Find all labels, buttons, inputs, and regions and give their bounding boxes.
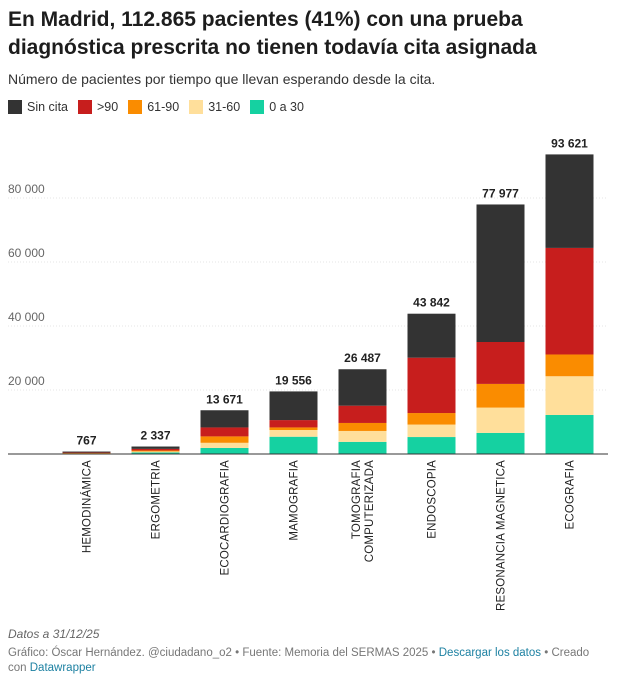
bar-segment xyxy=(269,430,318,437)
chart-title: En Madrid, 112.865 pacientes (41%) con u… xyxy=(8,8,537,59)
bar-segment xyxy=(407,313,456,358)
bar-segment xyxy=(269,420,318,428)
legend-item-61-90: 61-90 xyxy=(128,100,179,114)
bar-segment xyxy=(407,437,456,454)
bar-segment xyxy=(269,436,318,454)
x-category-label: ECOGRAFIA xyxy=(565,460,577,530)
bar-segment xyxy=(269,391,318,421)
footer-credits: Gráfico: Óscar Hernández. @ciudadano_o2 … xyxy=(8,646,598,676)
legend-item-0-30: 0 a 30 xyxy=(250,100,304,114)
legend-label-31-60: 31-60 xyxy=(208,100,241,114)
bar-segment xyxy=(338,430,387,442)
footer-created-with: • Creado con xyxy=(8,647,590,674)
bar-segment xyxy=(476,432,525,454)
bar-segment xyxy=(545,376,594,415)
legend-item-31-60: 31-60 xyxy=(189,100,240,114)
bar-segment xyxy=(545,414,594,454)
bar-segment xyxy=(200,427,249,437)
legend-swatch-mas-90 xyxy=(78,100,92,114)
bar-segment xyxy=(338,369,387,406)
legend-label-61-90: 61-90 xyxy=(147,100,180,114)
bar-total-label: 43 842 xyxy=(413,296,450,310)
bar-segment xyxy=(200,447,249,454)
datawrapper-link[interactable]: Datawrapper xyxy=(29,662,96,674)
bar-segment xyxy=(62,452,111,454)
bar-segment xyxy=(338,441,387,454)
legend: Sin cita >90 61-90 31-60 0 a 30 xyxy=(8,100,304,114)
bar-segment xyxy=(131,448,180,451)
bar-segment xyxy=(407,424,456,438)
bar-segment xyxy=(269,427,318,430)
legend-swatch-0-30 xyxy=(250,100,265,114)
stacked-bar-chart: 20 000 40 000 60 000 80 000 767 HEMODINÁMICA 2… xyxy=(8,136,608,611)
bar-segment xyxy=(545,354,594,377)
bar-total-label: 93 621 xyxy=(551,136,588,150)
bar-segment xyxy=(407,413,456,425)
bar-segment xyxy=(200,410,249,428)
legend-label-sin-cita: Sin cita xyxy=(27,100,68,114)
x-category-label: HEMODINÁMICA xyxy=(81,460,94,553)
legend-swatch-31-60 xyxy=(189,100,204,114)
x-category-label: ENDOSCOPIA xyxy=(427,460,439,539)
bar-segment xyxy=(476,204,525,342)
download-data-link[interactable]: Descargar los datos xyxy=(438,647,542,659)
x-category-label: TOMOGRAFIA xyxy=(351,460,363,539)
bar-segment xyxy=(62,451,111,453)
bar-segment xyxy=(338,422,387,431)
bar-segment xyxy=(338,405,387,423)
bar-total-label: 19 556 xyxy=(275,373,312,387)
y-tick-label: 40 000 xyxy=(8,310,45,324)
data-date-note: Datos a 31/12/25 xyxy=(8,627,100,641)
bar-total-label: 77 977 xyxy=(482,186,519,200)
bar-total-label: 2 337 xyxy=(140,429,170,443)
bar-total-label: 767 xyxy=(76,434,96,448)
legend-item-mas-90: >90 xyxy=(78,100,118,114)
bar-segment xyxy=(62,453,111,454)
x-category-label: MAMOGRAFIA xyxy=(289,460,301,541)
bar-segment xyxy=(476,342,525,384)
bar-segment xyxy=(131,451,180,453)
bar-segment xyxy=(131,446,180,449)
bar-segment xyxy=(545,154,594,248)
y-tick-label: 20 000 xyxy=(8,374,45,388)
x-category-label: COMPUTERIZADA xyxy=(364,460,376,562)
chart-subtitle: Número de pacientes por tiempo que lleva… xyxy=(8,71,436,87)
x-category-label: RESONANCIA MAGNETICA xyxy=(496,460,508,611)
x-category-label: ECOCARDIOGRAFIA xyxy=(220,460,232,576)
bar-total-label: 13 671 xyxy=(206,392,243,406)
legend-swatch-61-90 xyxy=(128,100,143,114)
bar-segment xyxy=(476,407,525,433)
bar-segment xyxy=(131,450,180,452)
bar-total-label: 26 487 xyxy=(344,351,381,365)
legend-item-sin-cita: Sin cita xyxy=(8,100,68,114)
legend-label-mas-90: >90 xyxy=(97,100,119,114)
bar-segment xyxy=(131,452,180,454)
bar-segment xyxy=(545,247,594,355)
bar-segment xyxy=(200,442,249,448)
bar-segment xyxy=(407,357,456,414)
bar-segment xyxy=(476,383,525,408)
legend-swatch-sin-cita xyxy=(8,100,22,114)
legend-label-0-30: 0 a 30 xyxy=(269,100,304,114)
y-tick-label: 80 000 xyxy=(8,182,45,196)
y-tick-label: 60 000 xyxy=(8,246,45,260)
bar-segment xyxy=(200,436,249,443)
bar-segment xyxy=(62,452,111,454)
x-category-label: ERGOMETRIA xyxy=(151,460,163,539)
footer-credit-text: Gráfico: Óscar Hernández. @ciudadano_o2 … xyxy=(8,647,439,659)
